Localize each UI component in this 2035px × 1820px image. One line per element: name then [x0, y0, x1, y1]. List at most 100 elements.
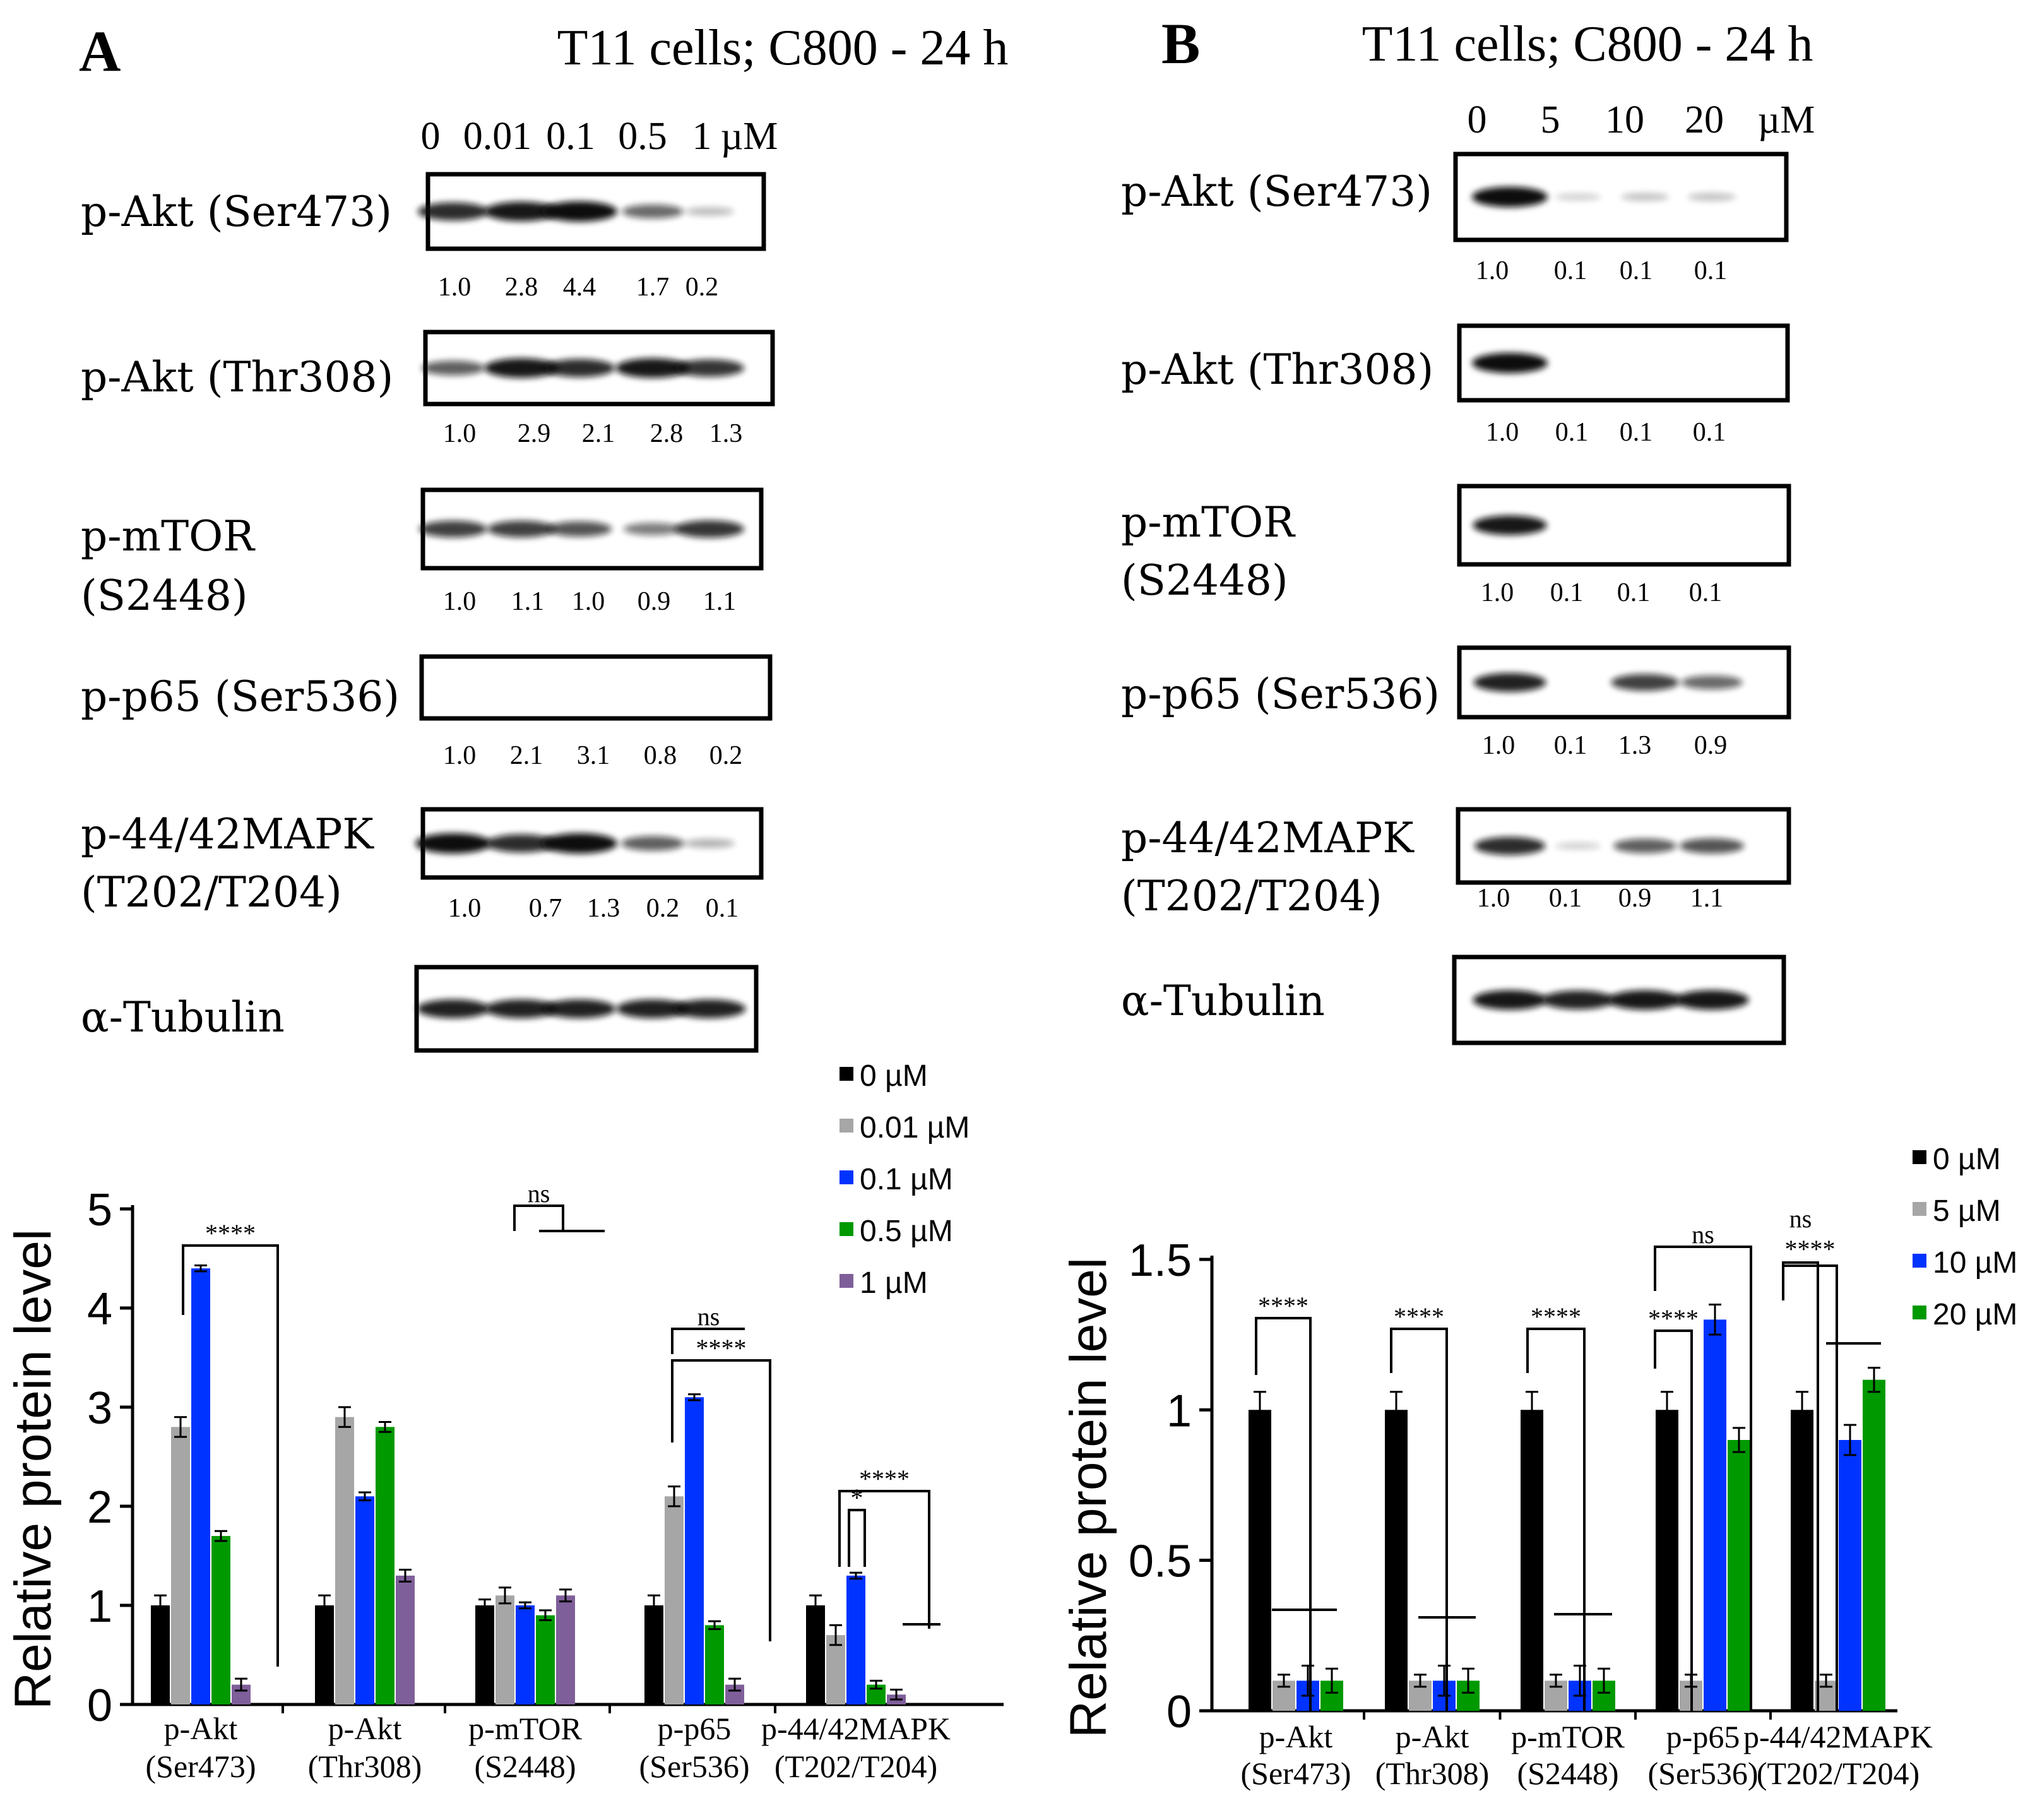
- blot-band: [1473, 673, 1546, 692]
- blot-band: [487, 520, 555, 538]
- blot-band: [485, 999, 558, 1018]
- blot-band: [675, 359, 744, 377]
- blot-band: [622, 204, 684, 219]
- band-quantification: 1.1: [511, 587, 545, 616]
- band-quantification: 0.1: [1549, 884, 1582, 913]
- blot-band: [484, 201, 559, 222]
- blot-band: [1681, 675, 1743, 690]
- bar: [475, 1605, 494, 1704]
- blot-band: [417, 999, 490, 1018]
- band-quantification: 0.1: [1620, 256, 1653, 285]
- blot-band: [685, 207, 734, 216]
- bar: [1728, 1440, 1750, 1711]
- blot-band: [484, 358, 559, 378]
- x-category-label: p-Akt: [164, 1711, 238, 1746]
- blot-row-label: (T202/T204): [81, 868, 342, 917]
- band-quantification: 0.1: [1554, 731, 1587, 760]
- bar: [536, 1615, 555, 1704]
- significance-bracket: ****: [1526, 1302, 1586, 1711]
- y-axis-title: Relative protein level: [1060, 1258, 1117, 1738]
- blot-row: p-p65 (Ser536) 1.0 0.1 1.3 0.9: [1121, 645, 1791, 760]
- band-quantification: 4.4: [563, 273, 596, 302]
- significance-bracket: ****: [838, 1465, 930, 1629]
- bar: [1521, 1410, 1543, 1711]
- blot-band: [673, 999, 746, 1018]
- band-quantification: 1.1: [1690, 884, 1724, 913]
- blot-band: [543, 359, 615, 378]
- blot-row-label: p-mTOR: [1121, 498, 1296, 547]
- x-category-label: p-Akt: [1259, 1719, 1333, 1754]
- y-tick-label: 0.5: [1129, 1537, 1192, 1587]
- significance-bracket: *: [848, 1484, 866, 1567]
- band-quantification: 1.1: [703, 587, 737, 616]
- blot-band: [1472, 353, 1548, 373]
- legend-label: 0.1 µM: [860, 1163, 953, 1196]
- blot-row-label: (T202/T204): [1121, 872, 1382, 920]
- blot-band: [1688, 193, 1736, 201]
- blot-band: [1679, 838, 1745, 854]
- blot-frame: [419, 654, 773, 721]
- blot-band: [623, 523, 682, 535]
- band-quantification: 0.1: [1555, 418, 1589, 447]
- blot-band: [616, 999, 689, 1018]
- band-quantification: 1.3: [709, 419, 743, 448]
- band-quantification: 2.9: [518, 419, 551, 448]
- significance-bracket: ns: [671, 1302, 745, 1354]
- y-tick-label: 1: [1166, 1386, 1192, 1436]
- blot-band: [547, 521, 612, 537]
- significance-label: ns: [697, 1302, 720, 1331]
- blot-row-label: (S2448): [81, 571, 248, 620]
- significance-bracket: ****: [182, 1219, 279, 1667]
- bar: [556, 1595, 575, 1704]
- bar: [806, 1605, 825, 1704]
- band-quantification: 1.7: [636, 273, 670, 302]
- band-quantification: 0.9: [1618, 884, 1652, 913]
- legend: 0 µM 5 µM 10 µM 20 µM: [1913, 1143, 2017, 1331]
- y-axis-title: Relative protein level: [4, 1229, 62, 1710]
- legend-label: 20 µM: [1933, 1298, 2017, 1331]
- legend-label: 0 µM: [860, 1059, 928, 1093]
- significance-label: ns: [528, 1179, 550, 1208]
- legend-swatch: [840, 1222, 853, 1236]
- concentration-label: 0: [421, 115, 441, 158]
- blot-row: α-Tubulin: [1121, 955, 1786, 1045]
- blot-row: p-mTOR (S2448) 1.0 0.1 0.1 0.1: [1121, 484, 1791, 607]
- significance-label: ****: [1394, 1302, 1444, 1331]
- blot-band: [485, 834, 557, 853]
- x-category-label: (T202/T204): [774, 1749, 937, 1784]
- y-tick-label: 1.5: [1129, 1235, 1192, 1286]
- band-quantification: 0.1: [1694, 256, 1728, 285]
- bracket-line: [1654, 1329, 1693, 1711]
- concentration-label: 5: [1541, 98, 1560, 141]
- blot-band: [419, 520, 487, 538]
- band-quantification: 0.1: [1620, 418, 1653, 447]
- significance-bracket: ****: [1390, 1302, 1448, 1711]
- band-quantification: 0.2: [685, 273, 719, 302]
- significance-bracket: ns: [513, 1179, 564, 1231]
- blot-row: p-Akt (Thr308) 1.0 2.9 2.1 2.8 1.3: [81, 330, 775, 448]
- bar: [1791, 1410, 1813, 1711]
- legend: 0 µM 0.01 µM 0.1 µM 0.5 µM 1 µM: [840, 1059, 970, 1300]
- band-quantification: 1.0: [1486, 418, 1519, 447]
- y-tick-label: 4: [87, 1284, 112, 1335]
- significance-label: ****: [1258, 1292, 1308, 1320]
- blot-row-label: p-Akt (Thr308): [81, 353, 393, 401]
- x-category-label: (Ser473): [1241, 1756, 1351, 1791]
- blot-row: p-44/42MAPK (T202/T204) 1.0 0.7 1.3 0.2 0.1: [81, 807, 764, 923]
- bar: [355, 1496, 374, 1704]
- blot-row-label: p-mTOR: [81, 512, 256, 561]
- bar: [1656, 1410, 1678, 1711]
- bracket-line: [1654, 1246, 1752, 1711]
- significance-label: ****: [1531, 1302, 1581, 1331]
- blot-band: [417, 202, 489, 221]
- bar: [705, 1625, 724, 1704]
- band-quantification: 2.8: [650, 419, 684, 448]
- blot-band: [621, 836, 684, 851]
- x-category-label: p-44/42MAPK: [1743, 1719, 1933, 1754]
- significance-bracket: ****: [671, 1334, 771, 1641]
- blot-band: [1555, 842, 1601, 850]
- legend-swatch: [1913, 1202, 1926, 1216]
- significance-label: ****: [1785, 1235, 1836, 1263]
